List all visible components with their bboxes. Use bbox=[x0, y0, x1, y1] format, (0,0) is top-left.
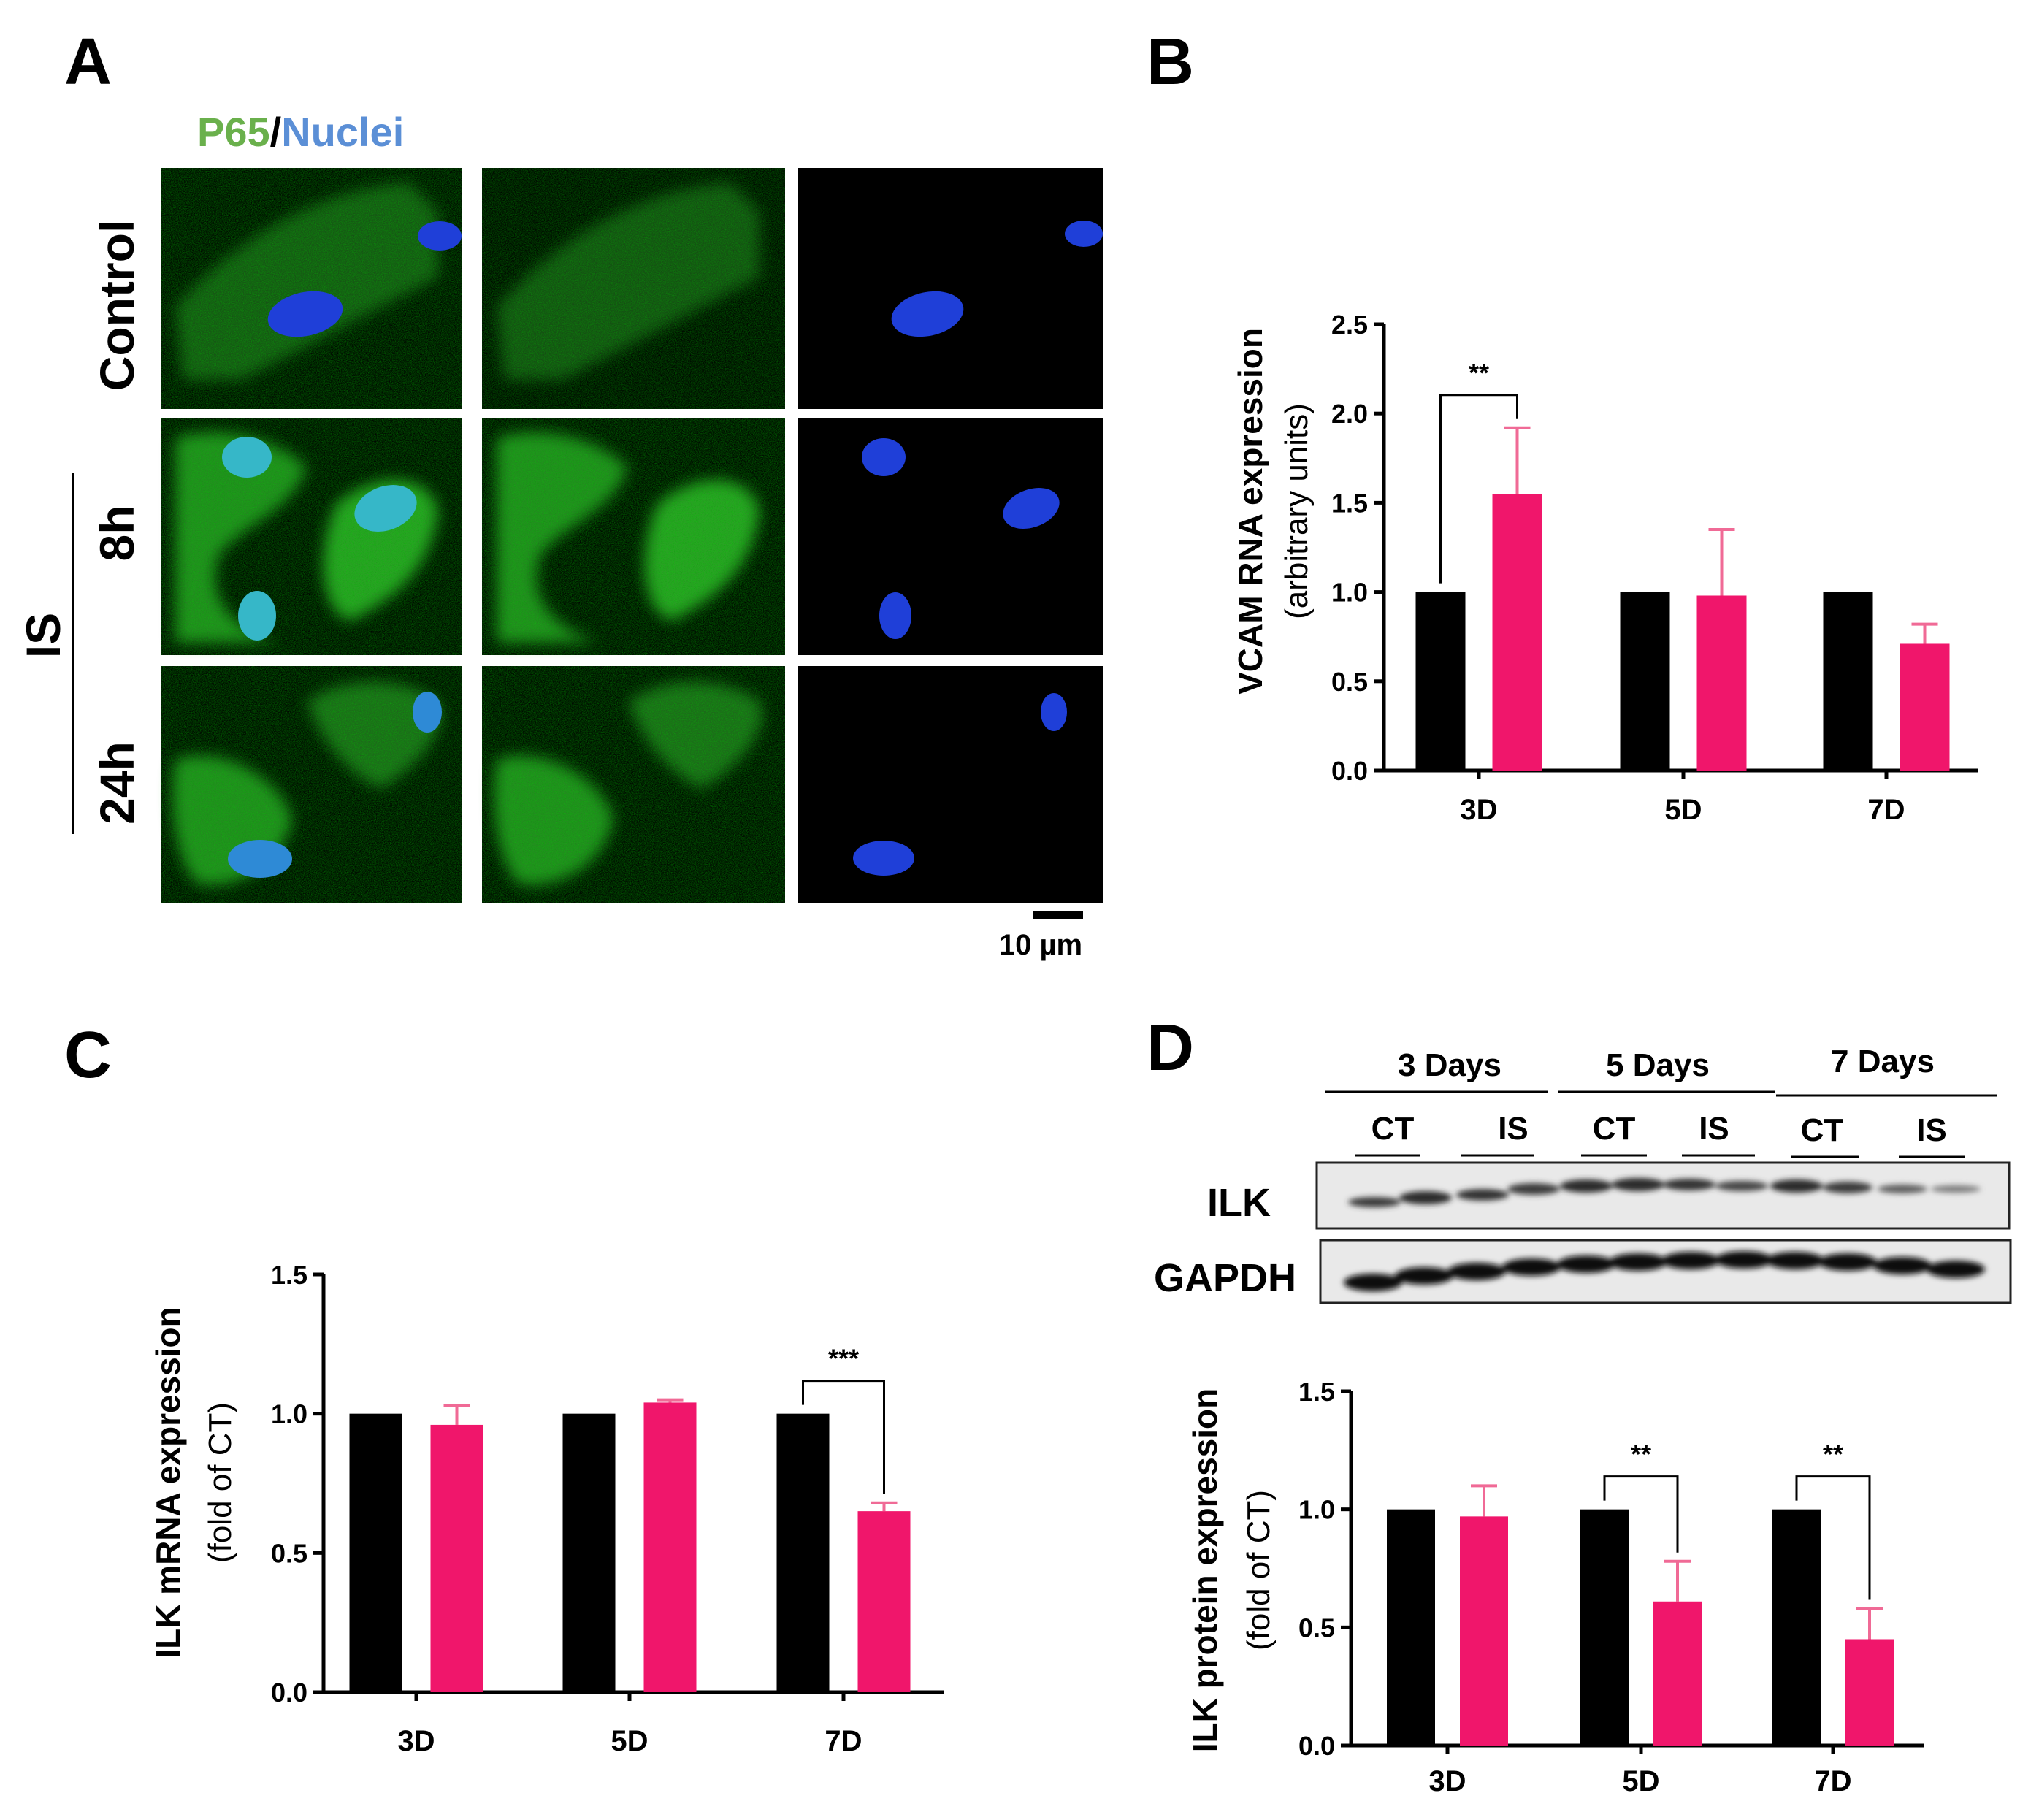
western-blot: 3 Days 5 Days 7 Days CT IS CT IS CT IS I… bbox=[1154, 1044, 2012, 1304]
y-tick-label: 0.0 bbox=[1331, 756, 1368, 786]
micrograph-control-nuclei bbox=[798, 168, 1103, 409]
bar-is bbox=[1845, 1639, 1894, 1746]
panel-label-c: C bbox=[64, 1019, 112, 1092]
row-label-8h: 8h bbox=[90, 505, 144, 561]
bar-is bbox=[1492, 494, 1542, 771]
y-tick-label: 0.0 bbox=[1298, 1731, 1335, 1761]
x-tick-label: 3D bbox=[1428, 1765, 1466, 1797]
x-tick-label: 3D bbox=[1460, 794, 1497, 826]
y-tick-label: 0.5 bbox=[1298, 1613, 1335, 1643]
bar-control bbox=[1823, 592, 1873, 771]
x-tick-label: 3D bbox=[397, 1725, 435, 1757]
bar-is bbox=[1653, 1601, 1702, 1746]
panel-label-a: A bbox=[64, 26, 112, 99]
bar-control bbox=[1415, 592, 1466, 771]
ilk-bands bbox=[1348, 1178, 1981, 1207]
y-tick-label: 2.5 bbox=[1331, 310, 1368, 340]
x-tick-label: 5D bbox=[1622, 1765, 1659, 1797]
y-axis-sublabel: (fold of CT) bbox=[202, 1402, 238, 1563]
bar-control bbox=[1620, 592, 1670, 771]
significance-bracket bbox=[1795, 1475, 1871, 1600]
chart-vcam-rna: 0.0 0.5 1.0 1.5 2.0 2.5 3D 5D 7D ** VCAM RNA expre… bbox=[1231, 310, 1978, 826]
panel-label-b: B bbox=[1147, 26, 1194, 99]
y-tick-label: 1.5 bbox=[1331, 488, 1368, 518]
bar-is bbox=[1460, 1516, 1508, 1746]
legend-p65: P65 bbox=[197, 109, 270, 155]
chart-ilk-protein: 0.0 0.5 1.0 1.5 3D 5D 7D ** ** ILK protein expres… bbox=[1186, 1377, 1924, 1797]
bar-control bbox=[562, 1413, 616, 1692]
y-tick-label: 1.0 bbox=[1331, 578, 1368, 608]
chart-ilk-mrna: 0.0 0.5 1.0 1.5 3D 5D 7D *** ILK mRNA expression… bbox=[149, 1260, 944, 1757]
y-tick-label: 2.0 bbox=[1331, 399, 1368, 429]
blot-group-label: 7 Days bbox=[1831, 1044, 1935, 1079]
significance-label: ** bbox=[1469, 358, 1489, 388]
x-tick-label: 7D bbox=[825, 1725, 862, 1757]
significance-label: ** bbox=[1823, 1439, 1843, 1469]
scale-bar bbox=[1033, 911, 1083, 919]
lane-label: IS bbox=[1916, 1112, 1947, 1148]
micrograph-24h-p65 bbox=[482, 666, 785, 903]
bar-is bbox=[643, 1402, 697, 1692]
y-tick-label: 1.0 bbox=[1298, 1495, 1335, 1525]
micrograph-24h-merge bbox=[161, 666, 462, 903]
significance-label: ** bbox=[1631, 1439, 1651, 1469]
bar-control bbox=[349, 1413, 402, 1692]
bar-is bbox=[1696, 595, 1747, 771]
y-tick-label: 1.5 bbox=[271, 1260, 307, 1290]
bar-control bbox=[1772, 1509, 1821, 1746]
legend-separator: / bbox=[270, 109, 282, 155]
bar-control bbox=[1387, 1509, 1435, 1746]
significance-label: *** bbox=[828, 1344, 859, 1374]
micrograph-control-merge bbox=[161, 168, 462, 409]
y-axis-sublabel: (fold of CT) bbox=[1241, 1490, 1277, 1651]
lane-label: IS bbox=[1699, 1111, 1729, 1147]
blot-row-label-ilk: ILK bbox=[1207, 1181, 1271, 1225]
significance-bracket bbox=[1603, 1475, 1679, 1553]
scale-bar-label: 10 µm bbox=[999, 929, 1082, 961]
panel-label-d: D bbox=[1147, 1012, 1194, 1085]
micrograph-grid bbox=[161, 168, 1103, 903]
y-tick-label: 0.5 bbox=[271, 1538, 307, 1568]
bar-control bbox=[776, 1413, 830, 1692]
x-tick-label: 5D bbox=[611, 1725, 648, 1757]
lane-label: CT bbox=[1593, 1111, 1636, 1147]
lane-label: CT bbox=[1801, 1112, 1844, 1148]
y-tick-label: 0.5 bbox=[1331, 667, 1368, 697]
y-axis-label: ILK protein expression bbox=[1186, 1388, 1224, 1752]
bar-is bbox=[857, 1511, 911, 1692]
y-tick-label: 0.0 bbox=[271, 1678, 307, 1708]
significance-bracket bbox=[1439, 394, 1518, 584]
micrograph-24h-nuclei bbox=[798, 666, 1103, 903]
group-label-is: IS bbox=[16, 613, 70, 658]
legend-nuclei: Nuclei bbox=[281, 109, 404, 155]
lane-label: IS bbox=[1498, 1111, 1529, 1147]
y-axis-label: VCAM RNA expression bbox=[1231, 328, 1269, 695]
micrograph-8h-nuclei bbox=[798, 418, 1103, 655]
row-label-24h: 24h bbox=[90, 741, 144, 825]
bar-is bbox=[430, 1424, 483, 1692]
gapdh-bands bbox=[1344, 1251, 1985, 1291]
x-tick-label: 5D bbox=[1664, 794, 1702, 826]
bar-control bbox=[1580, 1509, 1629, 1746]
significance-bracket bbox=[802, 1380, 885, 1494]
micrograph-8h-p65 bbox=[482, 418, 785, 655]
lane-label: CT bbox=[1372, 1111, 1415, 1147]
blot-row-label-gapdh: GAPDH bbox=[1154, 1256, 1296, 1300]
bar-is bbox=[1900, 643, 1950, 771]
x-tick-label: 7D bbox=[1814, 1765, 1851, 1797]
row-label-control: Control bbox=[90, 220, 144, 391]
blot-group-label: 3 Days bbox=[1398, 1047, 1501, 1083]
micrograph-8h-merge bbox=[161, 418, 462, 655]
y-axis-label: ILK mRNA expression bbox=[149, 1307, 187, 1658]
y-axis-sublabel: (arbitrary units) bbox=[1279, 403, 1315, 619]
blot-group-label: 5 Days bbox=[1606, 1047, 1710, 1083]
y-tick-label: 1.0 bbox=[271, 1399, 307, 1429]
x-tick-label: 7D bbox=[1867, 794, 1905, 826]
stain-legend: P65/Nuclei bbox=[197, 109, 404, 155]
y-tick-label: 1.5 bbox=[1298, 1377, 1335, 1407]
micrograph-control-p65 bbox=[482, 168, 785, 409]
